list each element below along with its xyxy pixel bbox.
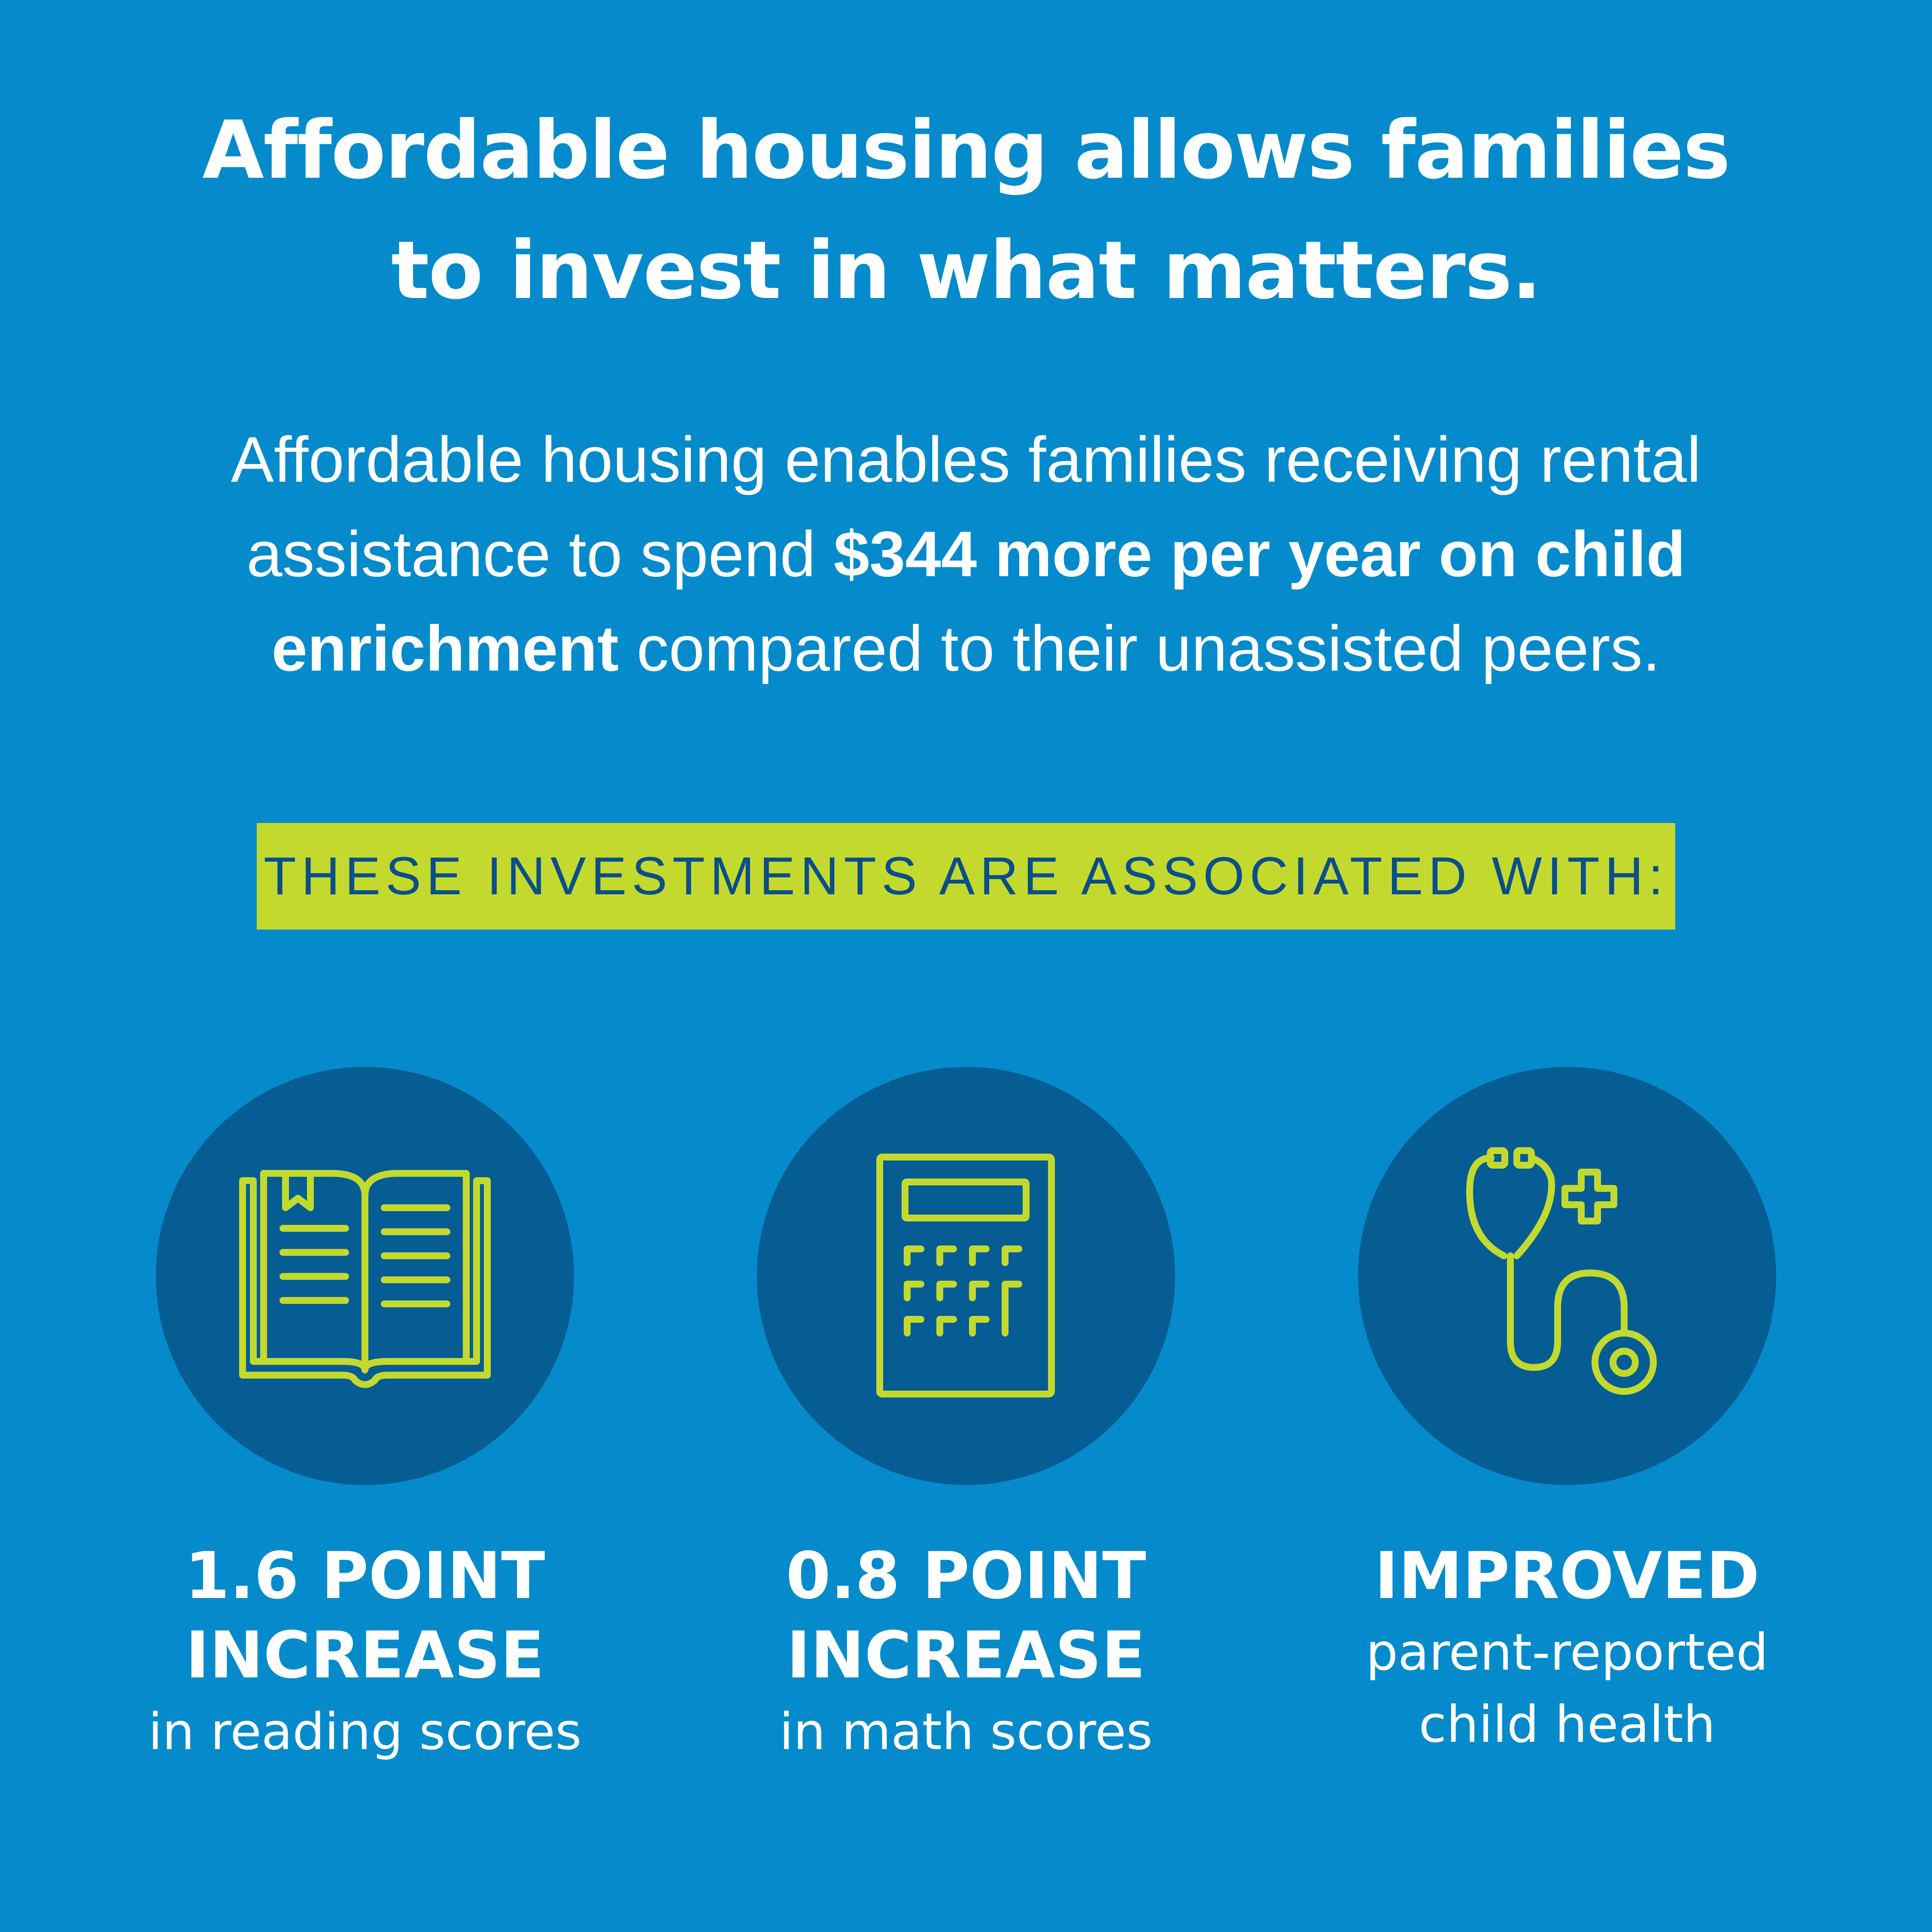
headline-line-1: Affordable housing allows families bbox=[202, 103, 1731, 197]
stat-reading-scores: 1.6 POINT INCREASE in reading scores bbox=[86, 1067, 644, 1768]
associated-with-banner: THESE INVESTMENTS ARE ASSOCIATED WITH: bbox=[257, 823, 1675, 930]
stat-reading-caption: in reading scores bbox=[148, 1702, 582, 1761]
stat-math-caption: in math scores bbox=[779, 1702, 1153, 1761]
stat-math-text: 0.8 POINT INCREASE in math scores bbox=[687, 1537, 1245, 1768]
stat-math-value: 0.8 POINT bbox=[786, 1539, 1146, 1613]
stat-reading-label: INCREASE bbox=[185, 1618, 544, 1693]
intro-text-before: Affordable housing enables families rece… bbox=[231, 423, 1701, 590]
book-icon bbox=[239, 1170, 491, 1388]
intro-paragraph: Affordable housing enables families rece… bbox=[129, 412, 1803, 696]
stat-health-text: IMPROVED parent-reported child health bbox=[1288, 1537, 1846, 1760]
stat-child-health: IMPROVED parent-reported child health bbox=[1288, 1067, 1846, 1760]
stat-reading-value: 1.6 POINT bbox=[185, 1539, 545, 1613]
calculator-icon bbox=[876, 1154, 1055, 1397]
headline-line-2: to invest in what matters. bbox=[391, 224, 1542, 317]
headline: Affordable housing allows families to in… bbox=[64, 90, 1868, 331]
stat-health-caption: child health bbox=[1419, 1695, 1716, 1754]
stat-health-label: parent-reported bbox=[1366, 1622, 1768, 1682]
book-icon-circle bbox=[156, 1067, 574, 1485]
stethoscope-icon-circle bbox=[1358, 1067, 1776, 1485]
intro-highlight: $344 more per year on child enrichment bbox=[271, 518, 1686, 684]
stethoscope-icon bbox=[1466, 1147, 1657, 1395]
intro-text-after: compared to their unassisted peers. bbox=[619, 612, 1661, 684]
stat-reading-text: 1.6 POINT INCREASE in reading scores bbox=[86, 1537, 644, 1768]
stat-health-value: IMPROVED bbox=[1374, 1539, 1760, 1613]
banner-label: THESE INVESTMENTS ARE ASSOCIATED WITH: bbox=[264, 847, 1668, 906]
calculator-icon-circle bbox=[757, 1067, 1175, 1485]
stat-math-label: INCREASE bbox=[787, 1618, 1145, 1693]
stat-math-scores: 0.8 POINT INCREASE in math scores bbox=[687, 1067, 1245, 1768]
